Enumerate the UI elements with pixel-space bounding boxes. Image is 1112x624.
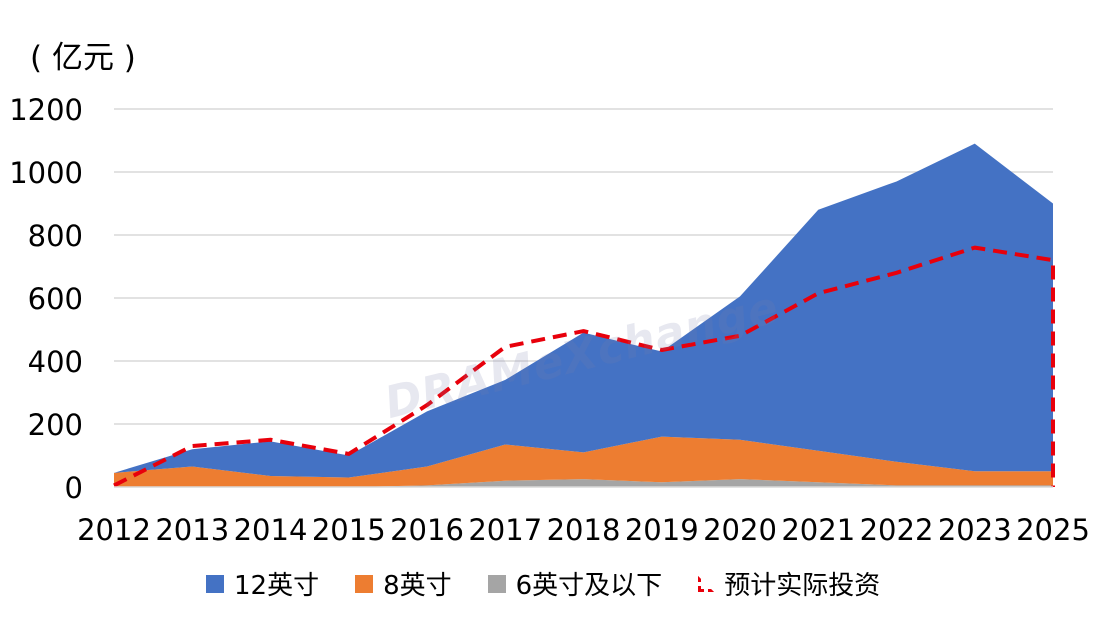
x-tick-label-2025: 2025: [1016, 513, 1090, 547]
x-tick-label-2023: 2023: [938, 513, 1012, 547]
y-tick-label-0: 0: [65, 471, 83, 505]
x-tick-label-2013: 2013: [155, 513, 229, 547]
line-series: [113, 245, 1055, 488]
x-tick-label-2015: 2015: [312, 513, 386, 547]
x-tick-label-2019: 2019: [625, 513, 699, 547]
x-tick-label-2014: 2014: [234, 513, 308, 547]
area-series-s12: [114, 143, 1053, 478]
y-tick-label-200: 200: [28, 408, 83, 442]
legend-item-12inch: 12英寸: [206, 565, 319, 602]
y-tick-label-800: 800: [28, 219, 83, 253]
legend-swatch-12inch: [206, 574, 224, 593]
x-tick-label-2016: 2016: [390, 513, 464, 547]
legend: 12英寸 8英寸 6英寸及以下 预计实际投资: [206, 565, 916, 602]
legend-label-12inch: 12英寸: [234, 571, 320, 601]
line-series-planned: [113, 245, 1055, 488]
legend-swatch-6inch: [487, 574, 506, 593]
y-tick-label-400: 400: [28, 345, 83, 379]
legend-label-planned: 预计实际投资: [724, 571, 881, 601]
x-tick-label-2017: 2017: [468, 513, 542, 547]
legend-swatch-8inch: [355, 574, 374, 593]
legend-item-8inch: 8英寸: [355, 565, 452, 602]
legend-item-6inch: 6英寸及以下: [487, 565, 663, 602]
legend-label-8inch: 8英寸: [383, 571, 452, 601]
x-tick-label-2012: 2012: [77, 513, 151, 547]
x-tick-label-2022: 2022: [860, 513, 934, 547]
area-series: [114, 143, 1053, 487]
x-tick-label-2021: 2021: [781, 513, 855, 547]
y-axis-unit-label: ( 亿元 ): [30, 40, 136, 76]
legend-item-planned: 预计实际投资: [698, 565, 880, 602]
x-tick-label-2018: 2018: [547, 513, 621, 547]
legend-swatch-planned: [698, 575, 715, 592]
area-series-s8: [114, 436, 1053, 487]
y-tick-label-600: 600: [28, 282, 83, 316]
x-tick-label-2020: 2020: [703, 513, 777, 547]
y-tick-label-1000: 1000: [9, 156, 83, 190]
y-tick-label-1200: 1200: [9, 93, 83, 127]
area-series-s6: [114, 479, 1053, 487]
legend-label-6inch: 6英寸及以下: [515, 571, 663, 601]
